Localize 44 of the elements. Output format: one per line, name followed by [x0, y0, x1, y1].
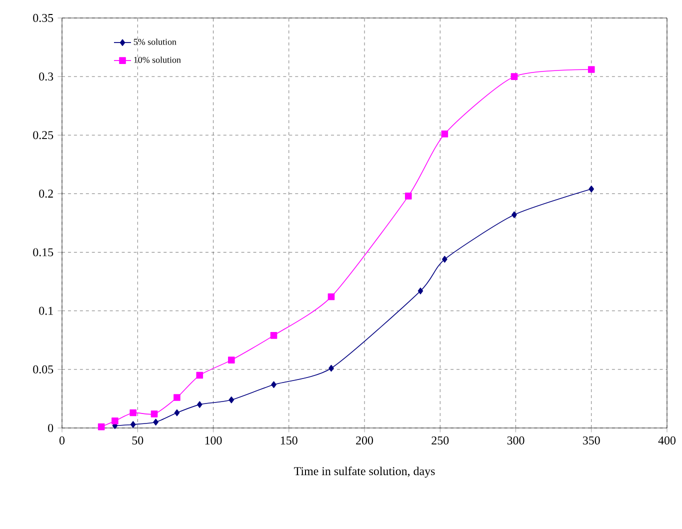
point [112, 418, 118, 424]
point [196, 401, 202, 408]
x-tick-label: 350 [582, 436, 600, 444]
point [130, 409, 136, 416]
point [228, 396, 234, 404]
x-tick-label: 0 [59, 436, 65, 444]
y-tick-label: 0 [48, 424, 54, 432]
point [588, 186, 594, 192]
y-tick-label: 0.1 [39, 306, 53, 315]
point [510, 73, 518, 80]
x-tick-label: 250 [432, 436, 449, 444]
point [153, 418, 158, 426]
point [196, 372, 204, 379]
point [270, 332, 278, 339]
point [271, 381, 276, 388]
point [174, 394, 180, 401]
y-tick-label: 0.2 [39, 190, 53, 198]
legend-label: 10% solution [134, 56, 181, 63]
point [328, 364, 334, 372]
point [98, 423, 105, 430]
x-tick-label: 150 [280, 436, 298, 444]
legend-label: 5% solution [134, 38, 176, 45]
point [512, 211, 517, 218]
point [442, 256, 448, 263]
point [328, 293, 335, 300]
point [228, 356, 235, 364]
y-tick-label: 0.35 [33, 14, 54, 22]
y-tick-label: 0.05 [33, 365, 54, 374]
x-tick-label: 300 [507, 436, 524, 444]
y-tick-label: 0.25 [33, 131, 54, 140]
y-tick-label: 0.15 [33, 248, 54, 256]
point [418, 288, 424, 294]
point [150, 410, 158, 418]
point [588, 66, 595, 73]
point [441, 130, 448, 138]
y-tick-label: 0.3 [39, 72, 54, 81]
x-tick-label: 100 [205, 436, 222, 444]
x-axis-title: Time in sulfate solution, days [294, 466, 435, 478]
x-tick-label: 200 [356, 436, 374, 444]
x-tick-label: 50 [132, 436, 144, 444]
point [130, 421, 136, 428]
x-tick-label: 400 [658, 436, 676, 444]
point [174, 409, 180, 416]
point [404, 192, 412, 200]
